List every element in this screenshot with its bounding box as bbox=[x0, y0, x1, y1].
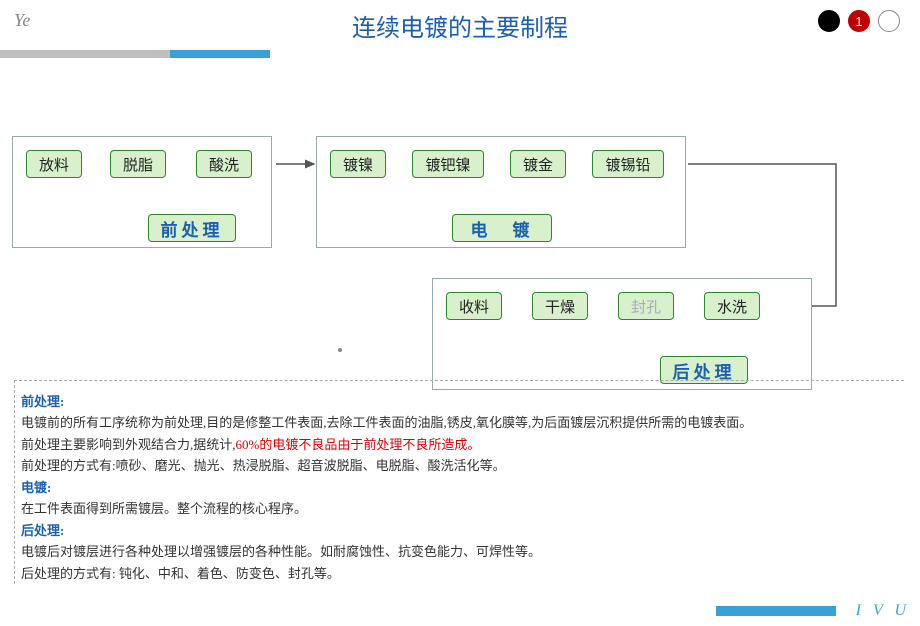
heading-posttreatment: 后处理: bbox=[21, 520, 904, 541]
flow-node: 放料 bbox=[26, 150, 82, 178]
slide-title: 连续电镀的主要制程 bbox=[0, 8, 920, 43]
p-2: 在工件表面得到所需镀层。整个流程的核心程序。 bbox=[21, 498, 904, 519]
status-dots: 1 bbox=[818, 10, 900, 32]
stage-label: 前处理 bbox=[148, 214, 236, 242]
flow-node: 封孔 bbox=[618, 292, 674, 320]
bullet-dot bbox=[338, 348, 342, 352]
flow-node: 脱脂 bbox=[110, 150, 166, 178]
underline-blue bbox=[170, 50, 270, 58]
dot-2: 1 bbox=[848, 10, 870, 32]
footer-accent bbox=[716, 606, 836, 616]
flow-node: 镀锡铅 bbox=[592, 150, 664, 178]
flow-node: 镀镍 bbox=[330, 150, 386, 178]
flow-node: 收料 bbox=[446, 292, 502, 320]
p-3b: 后处理的方式有: 钝化、中和、着色、防变色、封孔等。 bbox=[21, 563, 904, 584]
flow-node: 镀钯镍 bbox=[412, 150, 484, 178]
heading-pretreatment: 前处理: bbox=[21, 391, 904, 412]
flow-node: 镀金 bbox=[510, 150, 566, 178]
flow-node: 酸洗 bbox=[196, 150, 252, 178]
p-1a: 电镀前的所有工序统称为前处理,目的是修整工件表面,去除工件表面的油脂,锈皮,氧化… bbox=[21, 412, 904, 433]
p-3a: 电镀后对镀层进行各种处理以增强镀层的各种性能。如耐腐蚀性、抗变色能力、可焊性等。 bbox=[21, 541, 904, 562]
description-text: 前处理: 电镀前的所有工序统称为前处理,目的是修整工件表面,去除工件表面的油脂,… bbox=[14, 380, 904, 584]
flow-node: 干燥 bbox=[532, 292, 588, 320]
stage-label: 电 镀 bbox=[452, 214, 552, 242]
flow-node: 水洗 bbox=[704, 292, 760, 320]
dot-1 bbox=[818, 10, 840, 32]
p-1b: 前处理主要影响到外观结合力,据统计,60%的电镀不良品由于前处理不良所造成。 bbox=[21, 434, 904, 455]
p-1c: 前处理的方式有:喷砂、磨光、抛光、热浸脱脂、超音波脱脂、电脱脂、酸洗活化等。 bbox=[21, 455, 904, 476]
flowchart: 放料脱脂酸洗镀镍镀钯镍镀金镀锡铅收料干燥封孔水洗前处理电 镀后处理 bbox=[0, 58, 920, 348]
red-stat: 60%的电镀不良品由于前处理不良所造成。 bbox=[236, 437, 481, 452]
footer: I V U bbox=[716, 602, 910, 620]
dot-3 bbox=[878, 10, 900, 32]
heading-plating: 电镀: bbox=[21, 477, 904, 498]
slide-header: Ye 连续电镀的主要制程 1 bbox=[0, 0, 920, 58]
underline-gray bbox=[0, 50, 170, 58]
footer-logo: I V U bbox=[856, 602, 910, 620]
